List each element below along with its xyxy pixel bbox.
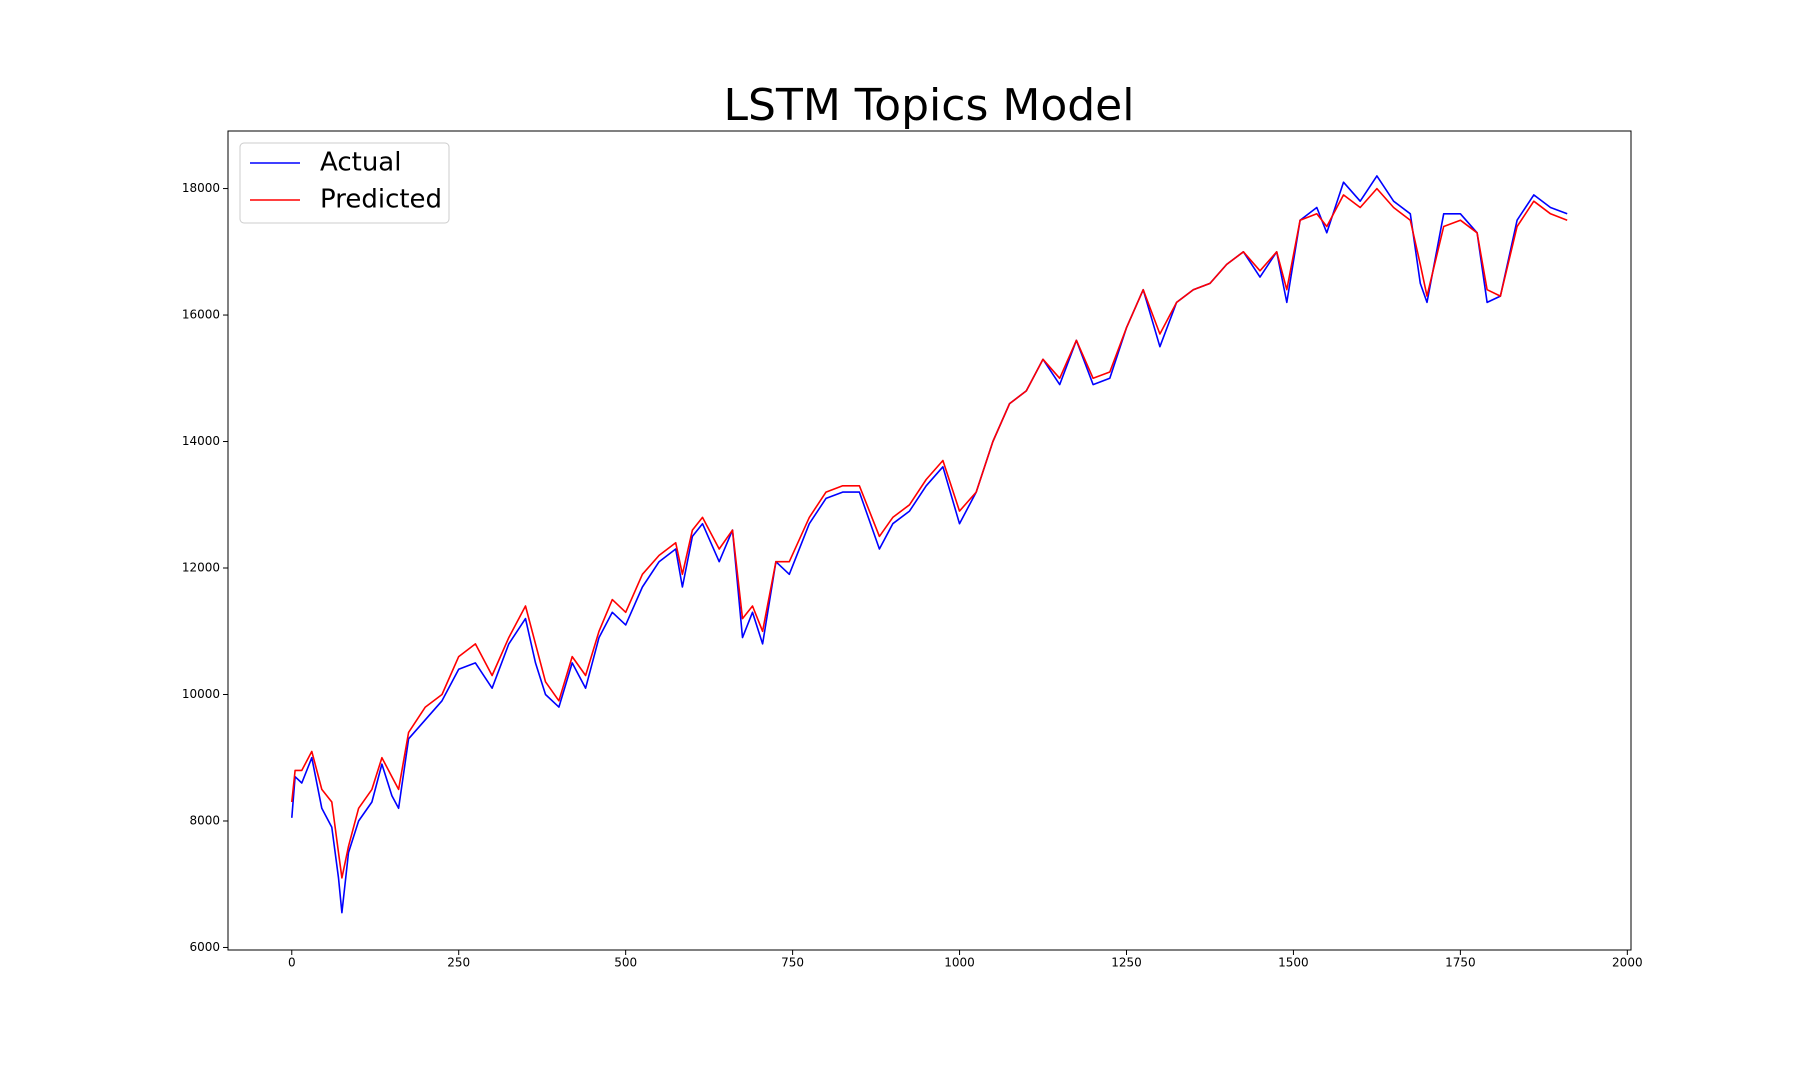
x-tick-label: 750	[781, 956, 804, 970]
x-tick-label: 1250	[1111, 956, 1142, 970]
chart-title: LSTM Topics Model	[724, 80, 1135, 131]
x-tick-label: 0	[288, 956, 296, 970]
x-tick-label: 250	[447, 956, 470, 970]
y-tick-label: 14000	[182, 434, 220, 448]
legend-label: Actual	[320, 148, 401, 178]
x-tick-label: 500	[614, 956, 637, 970]
plot-frame	[227, 130, 1632, 951]
x-tick-label: 2000	[1612, 956, 1643, 970]
legend-label: Predicted	[320, 185, 442, 215]
y-tick-label: 10000	[182, 687, 220, 701]
x-tick-label: 1750	[1445, 956, 1476, 970]
y-tick-label: 12000	[182, 561, 220, 575]
y-tick-label: 16000	[182, 308, 220, 322]
y-tick-label: 8000	[189, 813, 220, 827]
series-line	[291, 187, 1568, 879]
y-tick-label: 6000	[189, 940, 220, 954]
series-line	[291, 175, 1568, 914]
y-tick-label: 18000	[182, 181, 220, 195]
x-tick-label: 1000	[944, 956, 975, 970]
x-tick-label: 1500	[1278, 956, 1309, 970]
